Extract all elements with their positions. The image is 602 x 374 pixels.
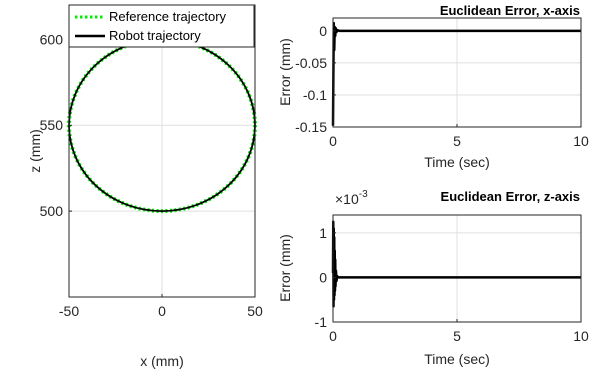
x-axis-label: Time (sec)	[424, 154, 490, 170]
y-axis-label: Error (mm)	[277, 38, 293, 106]
y-exponent-power: -3	[359, 189, 368, 200]
error-series-line	[331, 21, 581, 126]
y-tick-label: 0	[319, 23, 327, 39]
y-axis-label: z (mm)	[27, 129, 43, 173]
legend-label-reference: Reference trajectory	[109, 9, 227, 24]
x-tick-label: 10	[573, 328, 589, 344]
legend: Reference trajectory Robot trajectory	[68, 4, 255, 48]
tick-labels: 0 5 10 0 -0.05 -0.1 -0.15	[295, 23, 589, 149]
y-tick-label: 1	[319, 225, 327, 241]
plot-title: Euclidean Error, z-axis	[441, 189, 580, 204]
legend-label-robot: Robot trajectory	[109, 28, 201, 43]
x-tick-label: 0	[329, 133, 337, 149]
y-exponent-label: ×10-3	[335, 189, 368, 207]
y-tick-label: 600	[40, 31, 64, 47]
y-tick-label: -0.05	[295, 55, 327, 71]
trajectory-plot: -50 0 50 500 550 600 x (mm) z (mm) Reference …	[27, 4, 263, 369]
error-series-line	[331, 220, 581, 308]
x-tick-label: 5	[453, 133, 461, 149]
series-group	[331, 220, 581, 308]
legend-box	[68, 4, 255, 48]
plot-title: Euclidean Error, x-axis	[440, 3, 580, 18]
series-group	[331, 21, 581, 126]
y-exponent-base: ×10	[335, 191, 359, 207]
y-tick-label: -1	[315, 314, 328, 330]
y-tick-label: -0.15	[295, 119, 327, 135]
tick-labels: 0 5 10-101	[315, 225, 589, 344]
x-tick-label: 0	[158, 303, 166, 319]
x-tick-label: 5	[453, 328, 461, 344]
x-tick-label: 0	[329, 328, 337, 344]
y-axis-label: Error (mm)	[277, 234, 293, 302]
x-axis-label: Time (sec)	[424, 351, 490, 367]
x-tick-label: -50	[59, 303, 79, 319]
error-x-plot: 0 5 10 0 -0.05 -0.1 -0.15 Euclidean Error, x-a…	[277, 3, 589, 170]
x-tick-label: 50	[247, 303, 263, 319]
y-tick-label: 500	[40, 203, 64, 219]
y-tick-label: 550	[40, 117, 64, 133]
tick-labels: -50 0 50 500 550 600	[40, 31, 263, 319]
y-tick-label: 0	[319, 269, 327, 285]
x-axis-label: x (mm)	[140, 353, 184, 369]
x-tick-label: 10	[573, 133, 589, 149]
error-z-plot: 0 5 10-101 Euclidean Error, z-axis ×10-3 T…	[277, 189, 589, 367]
y-tick-label: -0.1	[303, 87, 327, 103]
